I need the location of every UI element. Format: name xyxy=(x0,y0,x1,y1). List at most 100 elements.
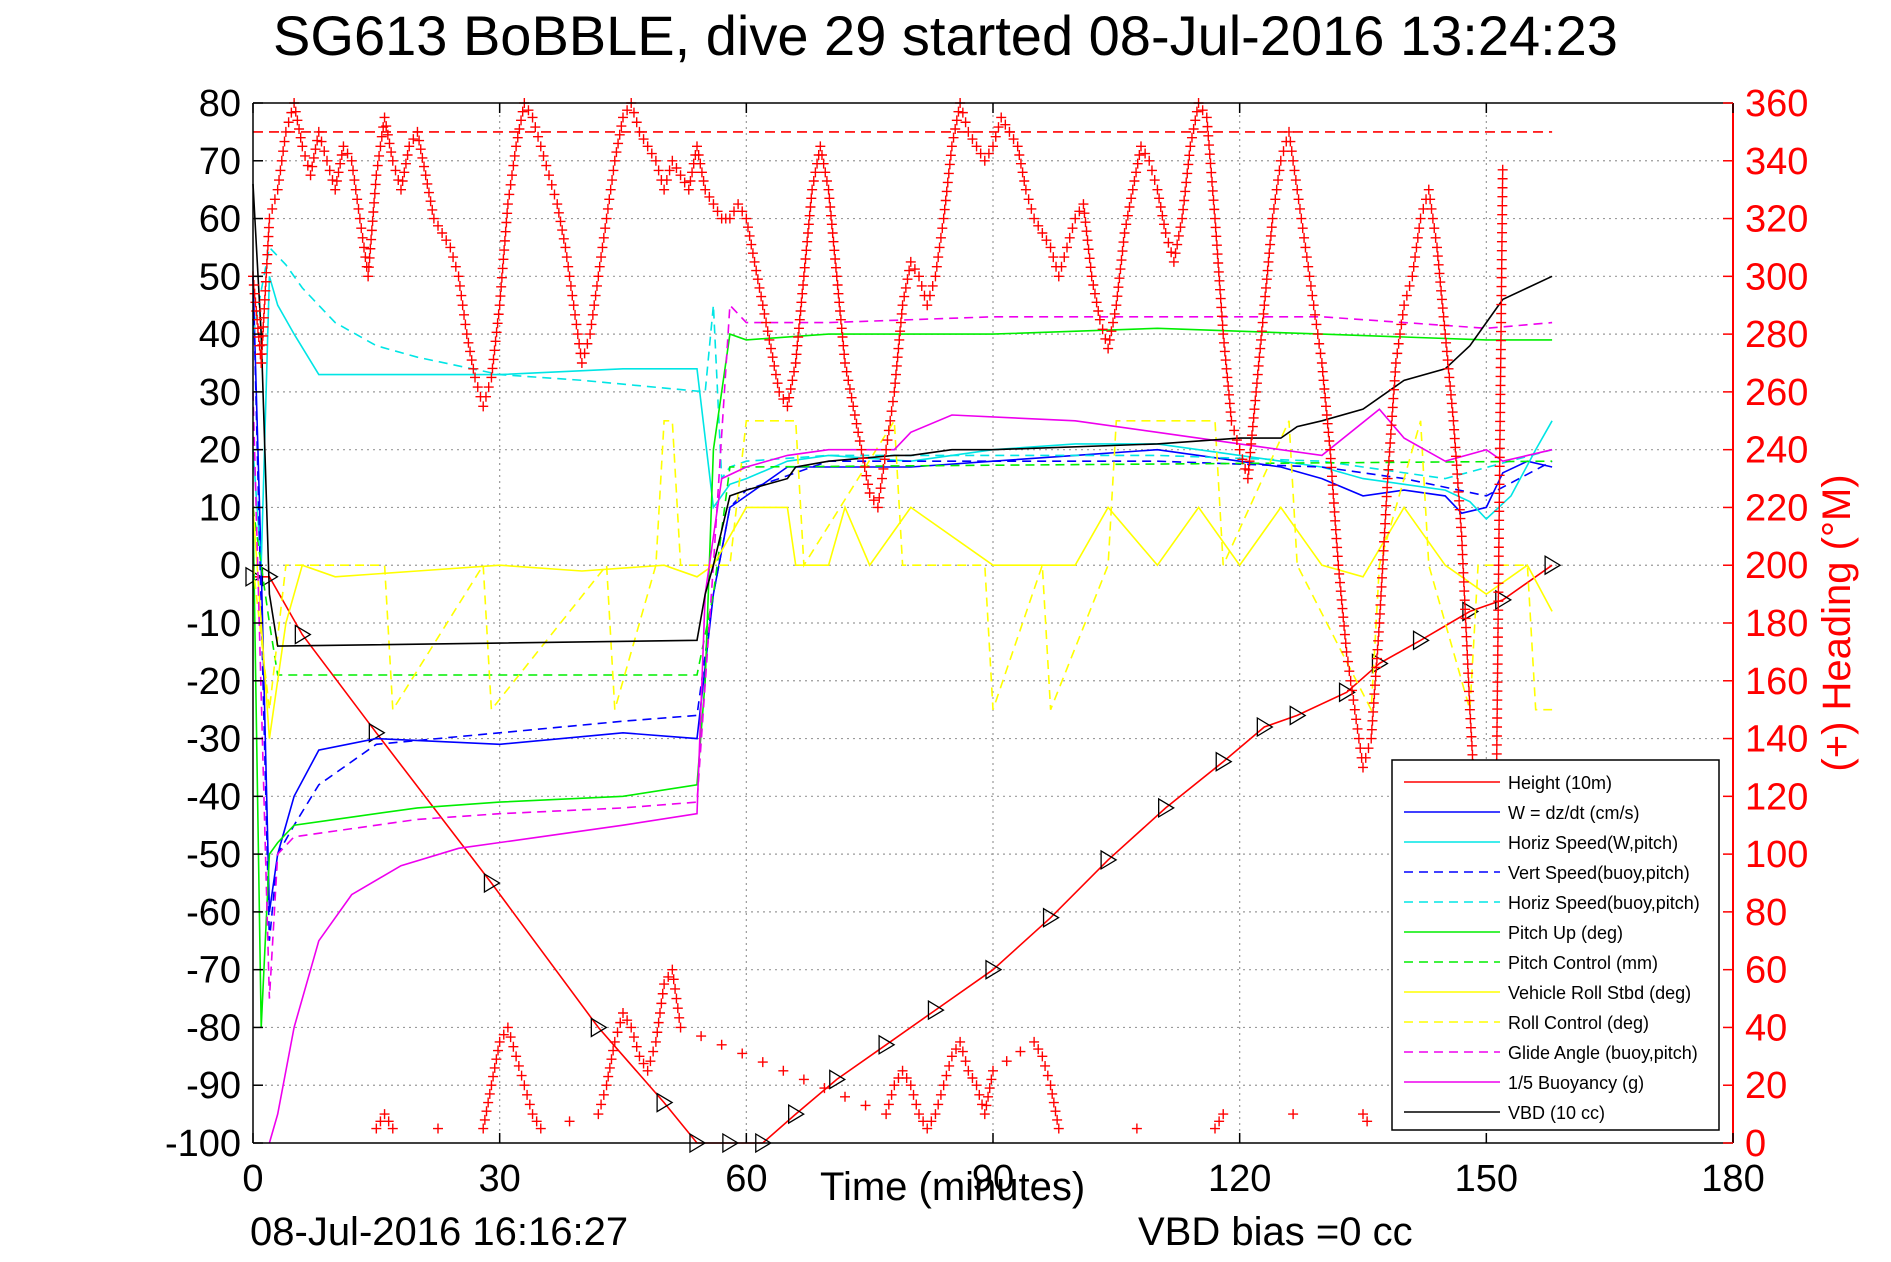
heading-marker xyxy=(1160,228,1171,238)
heading-marker xyxy=(1459,586,1470,597)
heading-marker xyxy=(1216,302,1227,313)
heading-marker xyxy=(1370,680,1381,691)
heading-marker xyxy=(1437,303,1448,314)
heading-marker xyxy=(1140,148,1151,159)
heading-marker xyxy=(848,401,859,412)
heading-marker xyxy=(1459,595,1470,606)
heading-marker xyxy=(887,396,898,407)
heading-marker xyxy=(1325,444,1336,455)
heading-marker-low xyxy=(1052,1114,1063,1125)
heading-marker xyxy=(1163,237,1174,248)
heading-marker xyxy=(877,473,887,484)
heading-marker xyxy=(538,150,549,161)
heading-marker-low xyxy=(527,1109,538,1120)
y2-tick-label: 260 xyxy=(1745,372,1808,414)
heading-marker xyxy=(450,261,461,272)
heading-marker xyxy=(1312,329,1323,340)
y-tick-label: -30 xyxy=(186,719,241,761)
heading-marker xyxy=(1461,631,1472,642)
heading-marker-low xyxy=(511,1051,522,1062)
y-tick-label: -60 xyxy=(186,892,241,934)
heading-marker xyxy=(353,203,364,214)
height-marker xyxy=(368,722,386,743)
heading-marker xyxy=(470,372,480,383)
heading-marker-low xyxy=(944,1060,955,1071)
heading-marker-low xyxy=(387,1123,398,1134)
heading-marker xyxy=(924,290,935,301)
heading-marker xyxy=(756,291,767,302)
heading-marker xyxy=(1314,338,1325,349)
heading-marker xyxy=(1122,210,1133,221)
heading-marker xyxy=(260,276,271,287)
heading-marker xyxy=(335,158,346,169)
heading-marker xyxy=(963,126,974,137)
heading-marker xyxy=(1297,223,1308,234)
heading-marker xyxy=(922,300,933,311)
series-line-7 xyxy=(252,505,1553,739)
heading-marker-low xyxy=(883,1099,894,1110)
heading-marker xyxy=(252,314,263,325)
heading-marker xyxy=(570,309,581,320)
heading-marker xyxy=(1432,251,1443,262)
heading-marker xyxy=(408,134,419,145)
heading-marker xyxy=(1334,577,1345,588)
heading-marker xyxy=(667,155,678,166)
heading-marker xyxy=(1219,346,1230,357)
height-marker xyxy=(878,1034,896,1055)
heading-marker xyxy=(1494,479,1505,490)
heading-marker-low xyxy=(1042,1070,1053,1081)
heading-marker xyxy=(1342,656,1353,667)
heading-marker xyxy=(820,167,831,178)
heading-marker xyxy=(1379,536,1390,547)
height-marker xyxy=(1289,705,1307,726)
heading-marker xyxy=(1367,715,1378,726)
heading-marker xyxy=(1450,442,1461,453)
heading-marker xyxy=(1203,130,1214,141)
heading-marker-low xyxy=(508,1041,519,1052)
series-line-0 xyxy=(253,564,1553,1144)
heading-marker xyxy=(742,222,753,233)
heading-marker xyxy=(1330,515,1341,526)
heading-marker xyxy=(1119,228,1130,238)
heading-marker-low xyxy=(652,1027,663,1038)
y2-tick-label: 100 xyxy=(1745,834,1808,876)
heading-marker xyxy=(1441,346,1452,357)
heading-marker xyxy=(437,228,448,238)
heading-marker xyxy=(1443,363,1454,374)
heading-marker xyxy=(1392,348,1403,359)
heading-marker-low xyxy=(505,1032,516,1043)
heading-marker xyxy=(1397,309,1408,320)
heading-marker xyxy=(1074,206,1085,217)
heading-marker xyxy=(1247,421,1258,432)
heading-marker xyxy=(1375,599,1386,610)
heading-marker xyxy=(376,131,387,142)
y2-tick-label: 120 xyxy=(1745,776,1808,818)
heading-marker xyxy=(1374,618,1385,628)
height-marker xyxy=(788,1103,805,1125)
heading-marker xyxy=(803,219,814,230)
heading-marker xyxy=(1318,375,1329,386)
heading-marker xyxy=(1254,352,1265,363)
heading-marker xyxy=(1182,168,1193,179)
heading-marker xyxy=(797,288,808,299)
heading-marker xyxy=(1152,184,1163,195)
heading-marker xyxy=(1183,159,1194,170)
heading-marker xyxy=(428,213,439,224)
heading-marker xyxy=(1177,213,1188,224)
heading-marker xyxy=(517,106,528,117)
heading-marker xyxy=(1190,115,1201,126)
heading-marker xyxy=(1493,551,1504,562)
heading-marker xyxy=(1017,167,1028,178)
heading-marker xyxy=(1323,427,1334,438)
heading-marker xyxy=(798,271,809,282)
heading-marker-low xyxy=(491,1054,502,1065)
heading-marker xyxy=(382,129,393,140)
footer-timestamp: 08-Jul-2016 16:16:27 xyxy=(250,1210,629,1254)
y2-tick-label: 360 xyxy=(1745,83,1808,125)
heading-marker xyxy=(327,175,338,186)
heading-marker xyxy=(1494,461,1505,472)
y-tick-label: 50 xyxy=(199,256,241,298)
heading-marker xyxy=(1337,603,1348,614)
heading-marker xyxy=(1210,213,1220,224)
heading-marker xyxy=(1393,338,1404,349)
